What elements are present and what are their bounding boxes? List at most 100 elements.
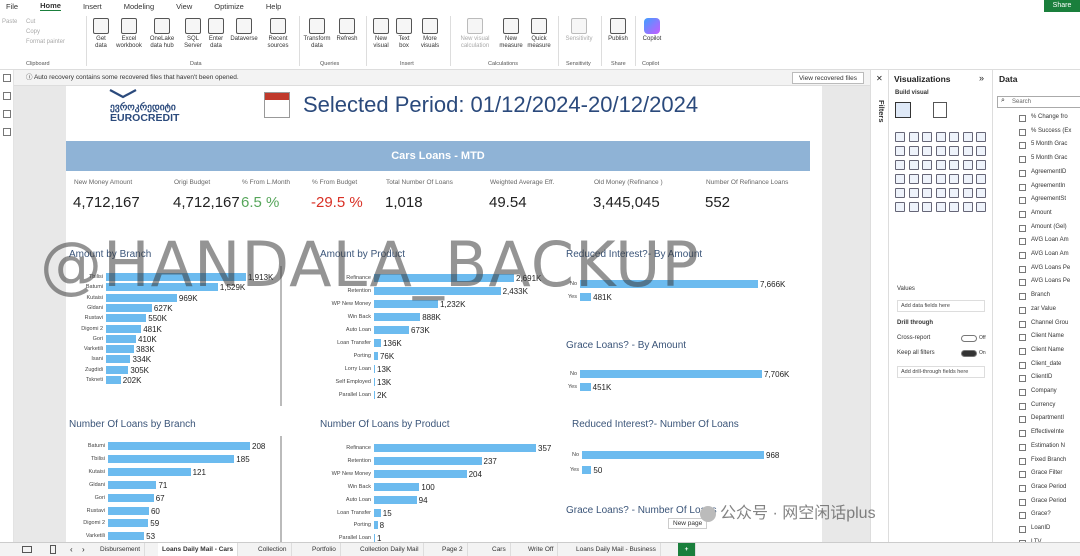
field-checkbox[interactable] bbox=[1019, 238, 1026, 246]
visual-type-icon[interactable] bbox=[976, 202, 986, 212]
visual-type-icon[interactable] bbox=[908, 174, 919, 184]
visual-type-icon[interactable] bbox=[922, 202, 932, 212]
menu-modeling[interactable]: Modeling bbox=[123, 1, 155, 11]
field-checkbox[interactable] bbox=[1019, 389, 1026, 396]
bar[interactable] bbox=[106, 273, 246, 281]
previous-page-icon[interactable]: ‹ bbox=[70, 545, 73, 554]
field-checkbox[interactable] bbox=[1019, 526, 1026, 533]
visual-type-icon[interactable] bbox=[962, 202, 973, 212]
visual-type-icon[interactable] bbox=[922, 174, 932, 184]
field-checkbox[interactable] bbox=[1019, 197, 1026, 205]
field-item[interactable]: Client Name bbox=[1031, 333, 1065, 340]
visual-type-icon[interactable] bbox=[895, 146, 905, 156]
bar[interactable] bbox=[106, 376, 121, 384]
field-item[interactable]: AVG Loans Pe bbox=[1031, 264, 1071, 271]
field-item[interactable]: LTV bbox=[1031, 538, 1042, 542]
view-recovered-files-button[interactable]: View recovered files bbox=[791, 72, 864, 84]
paste-button[interactable]: Paste bbox=[2, 19, 18, 25]
keep-filters-toggle[interactable] bbox=[961, 350, 977, 357]
field-item[interactable]: 5 Month Grac bbox=[1031, 141, 1068, 148]
field-item[interactable]: Channel Grou bbox=[1031, 319, 1069, 326]
bar[interactable] bbox=[108, 506, 149, 515]
table-view-icon[interactable] bbox=[2, 92, 11, 100]
cross-report-toggle[interactable] bbox=[961, 335, 977, 342]
tab-page[interactable]: Loans Daily Mail - Business bbox=[572, 543, 661, 556]
bar[interactable] bbox=[108, 493, 154, 502]
visual-type-icon[interactable] bbox=[949, 132, 959, 142]
bar[interactable] bbox=[374, 495, 417, 504]
publish-button[interactable]: Publish bbox=[605, 18, 631, 43]
bar[interactable] bbox=[106, 293, 177, 302]
visual-type-icon[interactable] bbox=[962, 174, 973, 184]
bar[interactable] bbox=[580, 280, 758, 288]
field-checkbox[interactable] bbox=[1019, 279, 1026, 287]
visual-type-icon[interactable] bbox=[962, 132, 973, 142]
field-checkbox[interactable] bbox=[1019, 252, 1026, 259]
field-checkbox[interactable] bbox=[1019, 142, 1026, 150]
recent-sources-button[interactable]: Recent sources bbox=[262, 18, 294, 50]
visual-type-icon[interactable] bbox=[976, 174, 986, 184]
field-checkbox[interactable] bbox=[1019, 539, 1026, 542]
new-visual-calculation-button[interactable]: New visual calculation bbox=[454, 18, 496, 50]
field-item[interactable]: AVG Loan Am bbox=[1031, 251, 1069, 257]
visual-type-icon[interactable] bbox=[908, 160, 919, 170]
visual-type-icon[interactable] bbox=[949, 146, 959, 156]
field-checkbox[interactable] bbox=[1019, 484, 1026, 492]
bar[interactable] bbox=[374, 274, 514, 282]
field-checkbox[interactable] bbox=[1019, 210, 1026, 218]
bar[interactable] bbox=[374, 352, 378, 360]
tab-page[interactable]: Loans Daily Mail - Cars bbox=[158, 543, 239, 556]
transform-data-button[interactable]: Transform data bbox=[302, 18, 332, 50]
bar[interactable] bbox=[374, 521, 378, 530]
visual-type-icon[interactable] bbox=[908, 132, 919, 142]
report-view-icon[interactable] bbox=[2, 74, 11, 82]
field-item[interactable]: EffectiveInte bbox=[1031, 429, 1064, 436]
visual-type-icon[interactable] bbox=[976, 188, 986, 198]
bar[interactable] bbox=[374, 444, 536, 452]
menu-insert[interactable]: Insert bbox=[82, 1, 102, 11]
bar[interactable] bbox=[374, 456, 482, 465]
visual-type-icon[interactable] bbox=[962, 146, 973, 156]
collapse-icon[interactable]: » bbox=[979, 73, 985, 83]
dataverse-button[interactable]: Dataverse bbox=[228, 18, 260, 43]
onelake-button[interactable]: OneLake data hub bbox=[146, 18, 178, 50]
field-item[interactable]: AgreementSt bbox=[1031, 196, 1067, 203]
field-item[interactable]: Amount bbox=[1031, 209, 1052, 216]
field-checkbox[interactable] bbox=[1019, 347, 1026, 355]
visual-type-icon[interactable] bbox=[922, 146, 932, 156]
bar[interactable] bbox=[374, 469, 467, 478]
menu-file[interactable]: File bbox=[6, 1, 19, 11]
visual-type-icon[interactable] bbox=[949, 202, 959, 212]
mobile-layout-icon[interactable] bbox=[50, 545, 56, 554]
field-item[interactable]: Company bbox=[1031, 388, 1057, 394]
tab-page[interactable]: Portfolio bbox=[308, 543, 341, 556]
add-page-button[interactable]: + bbox=[678, 543, 696, 556]
bar[interactable] bbox=[108, 519, 149, 528]
model-view-icon[interactable] bbox=[2, 110, 11, 118]
field-item[interactable]: Fixed Branch bbox=[1031, 456, 1067, 463]
build-visual-icon[interactable] bbox=[895, 102, 911, 118]
field-item[interactable]: DepartmentI bbox=[1031, 415, 1065, 422]
bar[interactable] bbox=[374, 365, 375, 373]
bar[interactable] bbox=[374, 378, 375, 386]
bar[interactable] bbox=[374, 339, 382, 347]
field-checkbox[interactable] bbox=[1019, 402, 1026, 410]
visual-type-icon[interactable] bbox=[922, 160, 932, 170]
field-checkbox[interactable] bbox=[1019, 128, 1026, 136]
visual-type-icon[interactable] bbox=[949, 188, 959, 198]
tab-page[interactable]: Collection bbox=[254, 543, 292, 556]
visual-type-icon[interactable] bbox=[935, 132, 946, 142]
bar[interactable] bbox=[374, 508, 381, 517]
chart-scrollbar[interactable] bbox=[280, 266, 282, 406]
field-checkbox[interactable] bbox=[1019, 512, 1026, 520]
menu-help[interactable]: Help bbox=[265, 1, 282, 11]
field-item[interactable]: % Change fro bbox=[1031, 114, 1068, 120]
visual-type-icon[interactable] bbox=[908, 188, 919, 198]
field-item[interactable]: Grace Period bbox=[1031, 483, 1067, 490]
search-input[interactable]: Search bbox=[997, 96, 1080, 108]
visual-type-icon[interactable] bbox=[976, 146, 986, 156]
field-checkbox[interactable] bbox=[1019, 430, 1026, 438]
field-checkbox[interactable] bbox=[1019, 265, 1026, 273]
visual-type-icon[interactable] bbox=[962, 188, 973, 198]
get-data-button[interactable]: Get data bbox=[90, 18, 112, 50]
